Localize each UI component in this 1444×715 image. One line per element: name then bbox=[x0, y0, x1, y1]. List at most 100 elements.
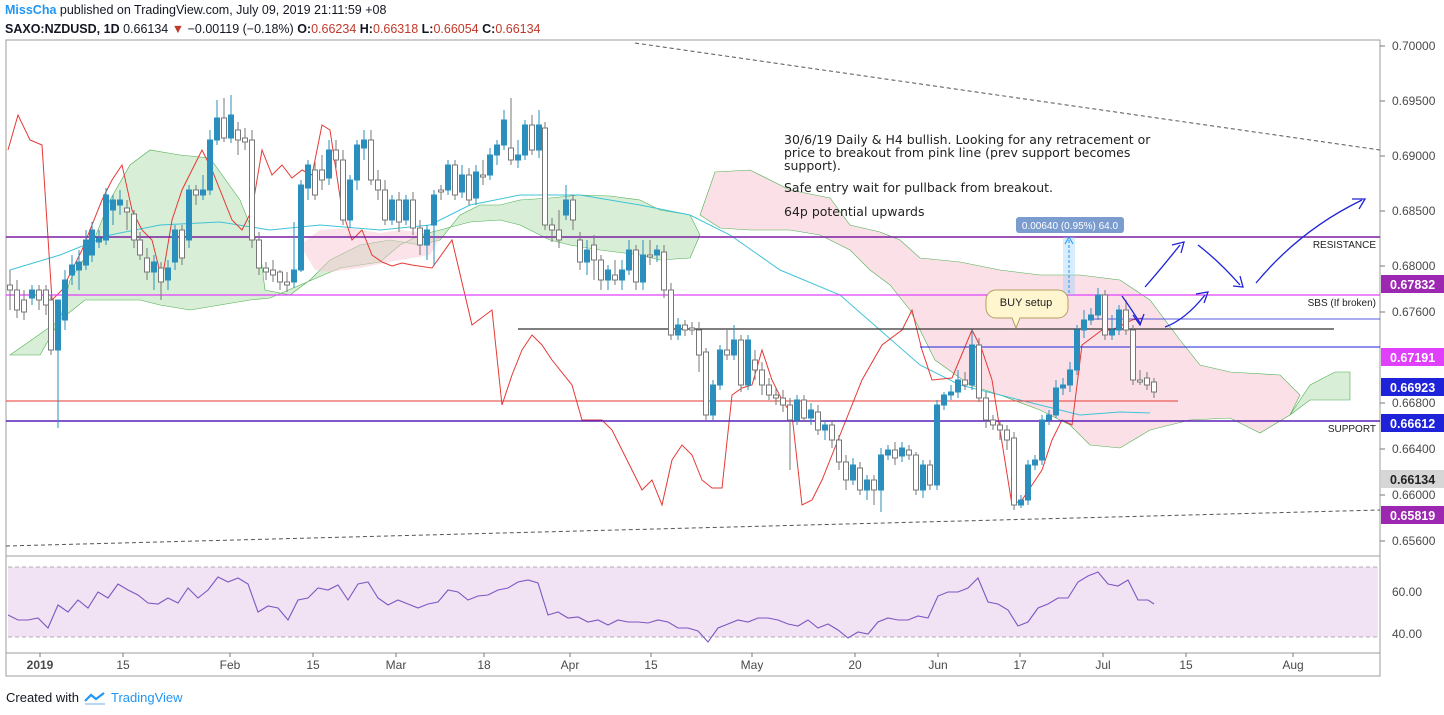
low-value: 0.66054 bbox=[433, 22, 479, 36]
open-label: O: bbox=[297, 22, 312, 36]
candle bbox=[563, 185, 569, 220]
candle bbox=[822, 420, 828, 440]
price-tick-label: 0.70000 bbox=[1392, 39, 1436, 53]
candle bbox=[1095, 288, 1101, 320]
candle bbox=[480, 160, 486, 185]
annotation-note[interactable]: 30/6/19 Daily & H4 bullish. Looking for … bbox=[784, 132, 1151, 219]
candle bbox=[843, 455, 849, 490]
lower-trendline bbox=[5, 509, 1381, 547]
candle bbox=[794, 395, 800, 425]
svg-text:0.65819: 0.65819 bbox=[1390, 509, 1435, 523]
candle bbox=[1151, 378, 1157, 398]
tradingview-brand[interactable]: TradingView bbox=[110, 690, 183, 705]
support-label: SUPPORT bbox=[1328, 424, 1376, 435]
candle bbox=[619, 260, 625, 290]
resistance-label: RESISTANCE bbox=[1313, 240, 1376, 251]
price-badge: 0.65819 bbox=[1381, 506, 1444, 524]
price-tick-label: 0.67600 bbox=[1392, 305, 1436, 319]
note-line-2: price to breakout from pink line (prev s… bbox=[784, 145, 1130, 160]
candle bbox=[549, 218, 555, 242]
candle bbox=[857, 462, 863, 495]
candle bbox=[347, 175, 353, 228]
candle bbox=[1053, 380, 1059, 418]
candle bbox=[158, 262, 164, 300]
candle bbox=[717, 345, 723, 390]
candle bbox=[906, 445, 912, 460]
open-value: 0.66234 bbox=[311, 22, 357, 36]
publish-header: MissCha published on TradingView.com, Ju… bbox=[5, 3, 386, 17]
svg-text:0.66134: 0.66134 bbox=[1390, 473, 1435, 487]
high-label: H: bbox=[359, 22, 373, 36]
price-tick-label: 0.66800 bbox=[1392, 396, 1436, 410]
candle bbox=[256, 232, 262, 275]
candle bbox=[1032, 455, 1038, 470]
candle bbox=[403, 195, 409, 225]
candle bbox=[89, 222, 95, 262]
candle bbox=[598, 255, 604, 290]
rsi-band bbox=[8, 567, 1378, 637]
candle bbox=[466, 168, 472, 205]
candle bbox=[1123, 300, 1129, 335]
candle bbox=[647, 240, 653, 265]
time-axis[interactable]: 2019 15 Feb 15 Mar 18 Apr 15 May 20 Jun 17 Jul 15 Aug bbox=[27, 653, 1304, 672]
candle bbox=[948, 385, 954, 400]
footer: Created with TradingView bbox=[6, 690, 183, 705]
candle bbox=[941, 392, 947, 410]
candle bbox=[815, 405, 821, 435]
candle bbox=[745, 335, 751, 390]
low-label: L: bbox=[421, 22, 434, 36]
candle bbox=[997, 420, 1003, 440]
candle bbox=[151, 255, 157, 290]
candle bbox=[473, 165, 479, 205]
candle bbox=[899, 442, 905, 462]
price-badge: 0.66923 bbox=[1381, 378, 1444, 396]
candle bbox=[186, 185, 192, 248]
candle bbox=[1060, 378, 1066, 395]
price-badges: 0.67832 0.67191 0.66923 0.66612 0.66134 0.658… bbox=[1381, 275, 1444, 524]
candle bbox=[829, 420, 835, 448]
candle bbox=[144, 248, 150, 280]
time-tick-label: 17 bbox=[1013, 658, 1027, 672]
candle bbox=[83, 230, 89, 270]
candle bbox=[1102, 290, 1108, 340]
measure-label: 0.00640 (0.95%) 64.0 bbox=[1022, 221, 1119, 232]
candle bbox=[801, 395, 807, 422]
price-badge: 0.67832 bbox=[1381, 275, 1444, 293]
time-tick-label: 15 bbox=[644, 658, 658, 672]
time-tick-label: Feb bbox=[220, 658, 241, 672]
candle bbox=[1074, 325, 1080, 375]
time-tick-label: May bbox=[741, 658, 764, 672]
time-tick-label: 20 bbox=[848, 658, 862, 672]
price-badge: 0.67191 bbox=[1381, 348, 1444, 366]
candle bbox=[689, 322, 695, 335]
time-tick-label: Apr bbox=[561, 658, 580, 672]
price-axis[interactable]: 0.70000 0.69500 0.69000 0.68500 0.68000 0.676… bbox=[1380, 39, 1436, 548]
price-tick-label: 0.68000 bbox=[1392, 259, 1436, 273]
candle bbox=[417, 220, 423, 255]
buy-setup-callout[interactable] bbox=[985, 289, 1069, 330]
candle bbox=[536, 110, 542, 158]
candle bbox=[738, 335, 744, 392]
candle bbox=[494, 140, 500, 165]
candle bbox=[612, 260, 618, 285]
candle bbox=[389, 195, 395, 225]
author-name[interactable]: MissCha bbox=[5, 3, 57, 17]
candle bbox=[661, 245, 667, 298]
note-line-1: 30/6/19 Daily & H4 bullish. Looking for … bbox=[784, 132, 1151, 147]
candle bbox=[508, 98, 514, 165]
change-value: −0.00119 (−0.18%) bbox=[187, 22, 294, 36]
candle bbox=[1025, 460, 1031, 505]
time-tick-label: 15 bbox=[1179, 658, 1193, 672]
arrow-down-1 bbox=[1121, 295, 1141, 324]
candle bbox=[591, 235, 597, 280]
candle bbox=[1088, 308, 1094, 325]
candle bbox=[69, 255, 75, 285]
candle bbox=[892, 442, 898, 465]
candle bbox=[696, 322, 702, 372]
candle bbox=[654, 245, 660, 262]
sbs-label: SBS (If broken) bbox=[1308, 298, 1376, 309]
candle bbox=[885, 445, 891, 460]
candle bbox=[305, 160, 311, 200]
candle bbox=[1039, 415, 1045, 465]
